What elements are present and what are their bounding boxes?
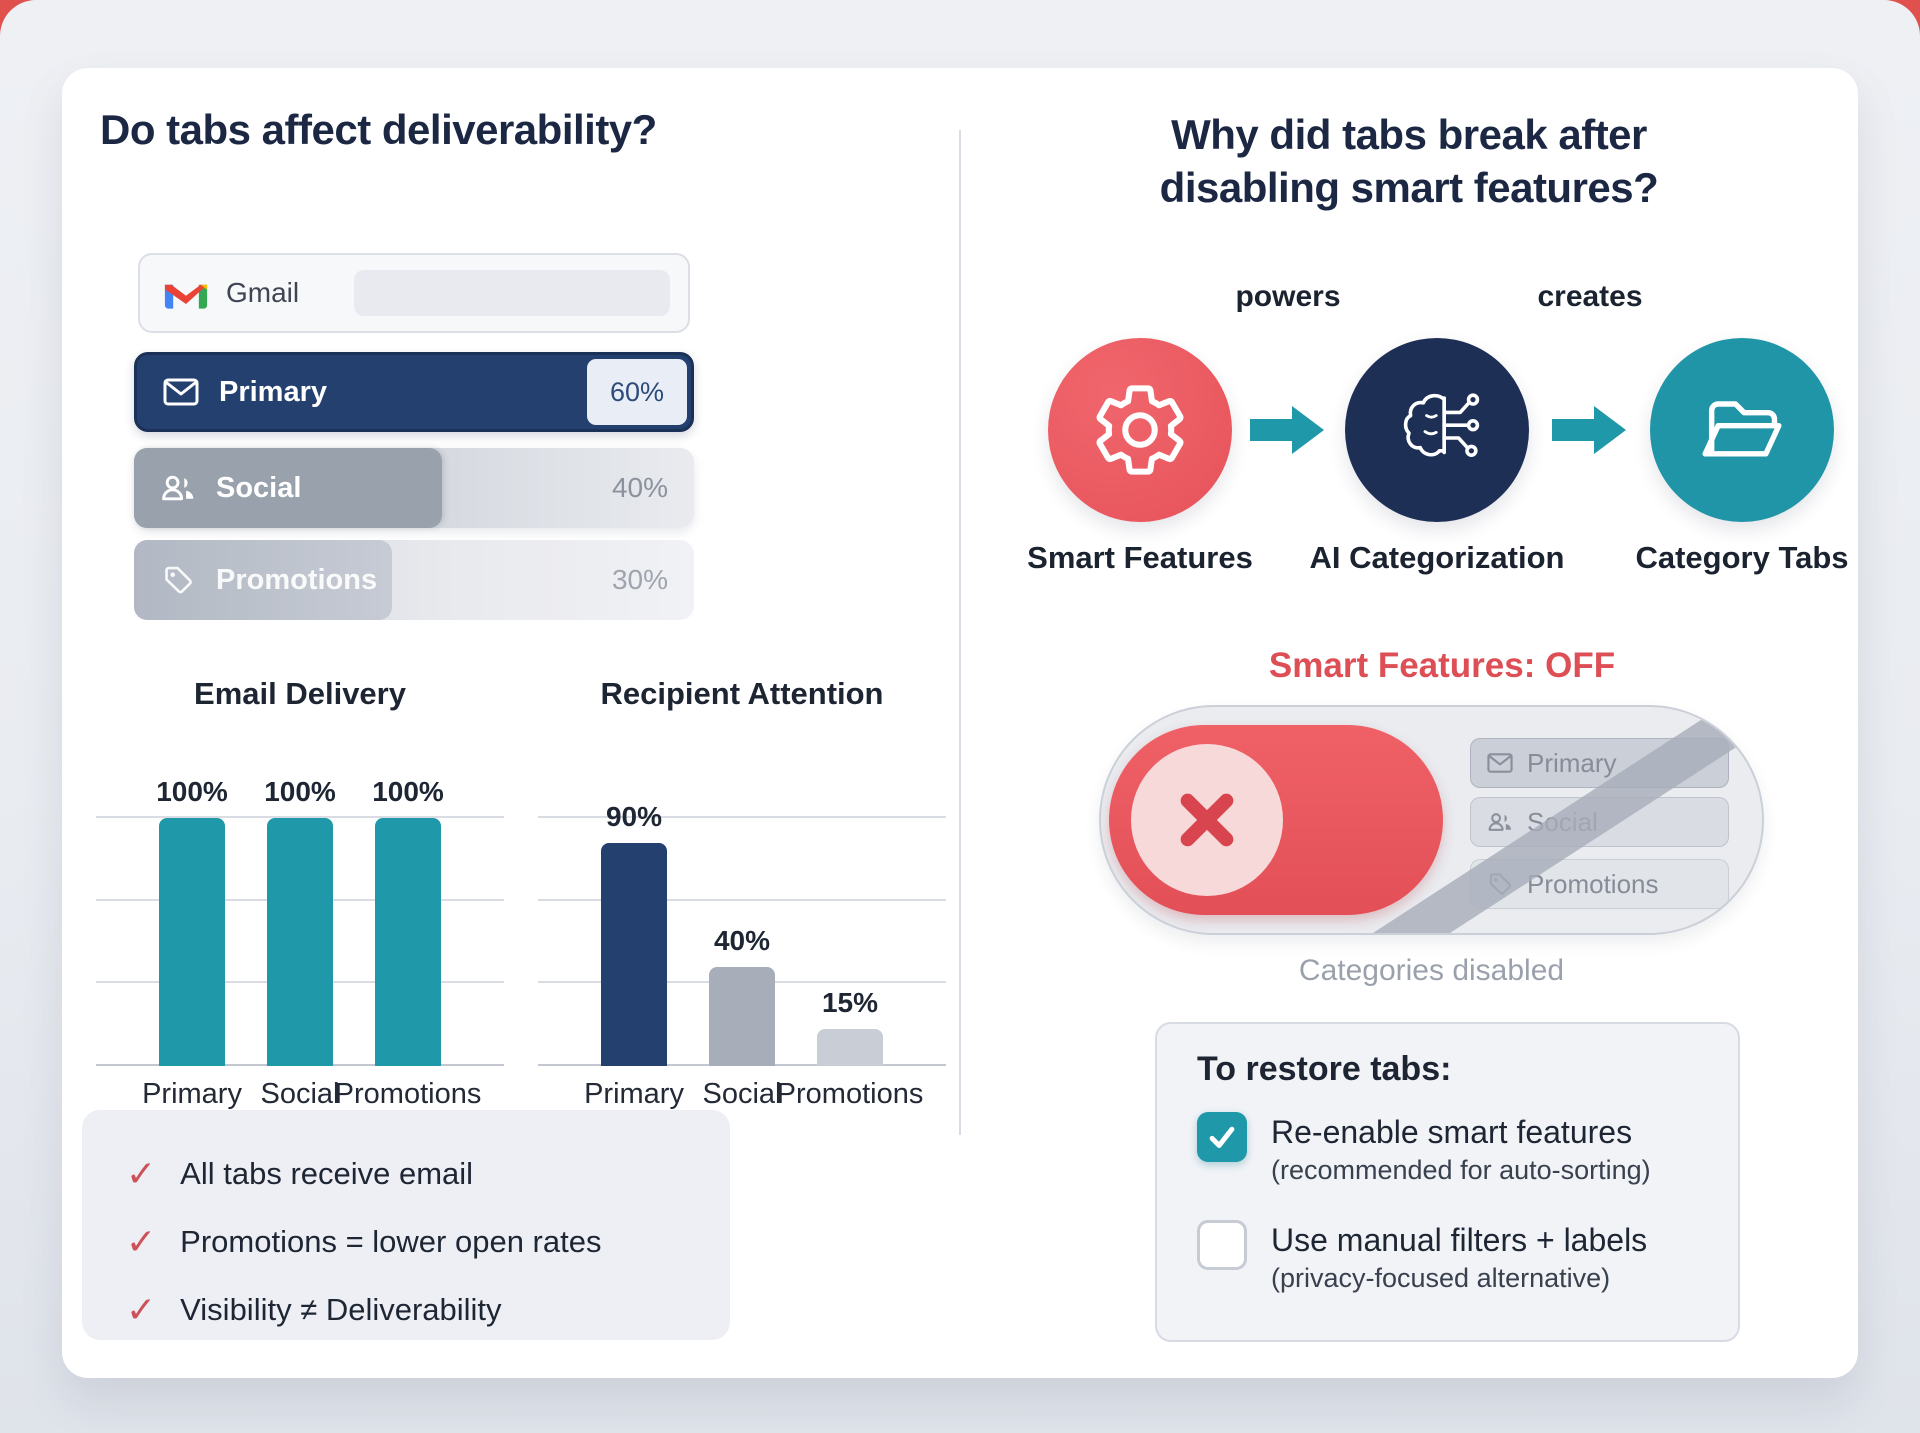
takeaway-text: Promotions = lower open rates: [180, 1224, 602, 1259]
tab-bar-social-value: 40%: [611, 472, 668, 503]
bar-value-label: 40%: [713, 924, 771, 956]
people-icon: [162, 475, 194, 501]
bar-value-label: 100%: [372, 776, 444, 807]
category-label: Primary: [584, 1078, 684, 1110]
chart-recipient-attention: Recipient Attention 90% 40% 15% Primary Soc…: [532, 676, 952, 1111]
smart-features-toggle[interactable]: Primary Social Promotions: [1099, 705, 1764, 935]
bar-value-label: 100%: [156, 776, 228, 807]
arrow-right-icon: [1552, 406, 1626, 454]
chart-plot: 90% 40% 15%: [532, 801, 952, 1066]
infographic-card: Do tabs affect deliverability? Gmail Pri…: [62, 68, 1858, 1378]
disabled-tab-promotions-label: Promotions: [1527, 868, 1659, 899]
bar-value-label: 15%: [821, 986, 879, 1018]
category-tabs-node: [1650, 338, 1834, 522]
bar-social: 100%: [264, 776, 336, 1066]
chart-categories: Primary Social Promotions: [532, 1078, 952, 1111]
bar-promotions: 100%: [372, 776, 444, 1066]
restore-option-label: Use manual filters + labels: [1271, 1222, 1648, 1258]
chart-email-delivery: Email Delivery 100% 100% 100% Primary Socia…: [90, 676, 510, 1111]
tab-bar-primary-value: 60%: [587, 359, 687, 425]
gridline: [538, 816, 946, 818]
right-title: Why did tabs break after disabling smart…: [962, 108, 1856, 214]
toggle-x-badge: [1131, 744, 1283, 896]
bar-promotions: 15%: [817, 987, 883, 1066]
disabled-tab-primary-label: Primary: [1527, 747, 1617, 778]
smart-features-node: [1048, 338, 1232, 522]
checkbox-re-enable-smart-features[interactable]: [1197, 1112, 1247, 1162]
ai-categorization-label: AI Categorization: [1309, 540, 1565, 575]
envelope-icon: [163, 378, 199, 406]
gmail-header: Gmail: [138, 253, 690, 333]
chart-title: Email Delivery: [194, 676, 406, 711]
restore-option-row: Re-enable smart features (recommended fo…: [1197, 1112, 1651, 1188]
bar-social: 40%: [709, 925, 775, 1066]
chart-categories: Primary Social Promotions: [90, 1078, 510, 1111]
bar-value-label: 100%: [264, 776, 336, 807]
chart-title: Recipient Attention: [600, 676, 884, 711]
open-folder-icon: [1702, 401, 1782, 457]
brain-circuit-icon: [1403, 393, 1480, 457]
checkmark-icon: ✓: [126, 1289, 157, 1330]
category-label: Social: [260, 1078, 340, 1110]
smart-features-off-heading: Smart Features: OFF: [1268, 646, 1616, 685]
takeaways-panel: ✓ All tabs receive email ✓ Promotions = …: [82, 1110, 730, 1340]
takeaway-text: Visibility ≠ Deliverability: [180, 1292, 502, 1327]
gmail-label: Gmail: [226, 277, 300, 308]
ai-categorization-node: [1345, 338, 1529, 522]
right-title-line2: disabling smart features?: [1159, 164, 1659, 211]
restore-option-label: Re-enable smart features: [1271, 1114, 1633, 1150]
tab-bar-promotions-fill: Promotions: [134, 540, 392, 620]
tab-bar-social-label: Social: [216, 471, 302, 504]
toggle-off-knob[interactable]: [1109, 725, 1443, 915]
category-label: Primary: [142, 1078, 242, 1110]
takeaway-text: All tabs receive email: [180, 1156, 474, 1191]
check-icon: [1209, 1126, 1235, 1148]
tab-bar-primary: Primary 60%: [134, 352, 694, 432]
restore-title: To restore tabs:: [1197, 1050, 1452, 1088]
gmail-logo-icon: [164, 284, 208, 309]
tab-bar-promotions-value: 30%: [611, 564, 668, 595]
gridline: [96, 816, 504, 818]
chart-plot: 100% 100% 100%: [90, 776, 510, 1066]
smart-features-label: Smart Features: [1027, 540, 1253, 575]
checkmark-icon: ✓: [126, 1221, 157, 1262]
connector-label-powers: powers: [1235, 280, 1341, 313]
takeaway-item: ✓ All tabs receive email: [126, 1140, 730, 1208]
bar-primary: 90%: [601, 801, 667, 1066]
restore-option-note: (recommended for auto-sorting): [1271, 1155, 1651, 1185]
column-divider: [959, 130, 961, 1135]
takeaway-item: ✓ Promotions = lower open rates: [126, 1208, 730, 1276]
restore-panel: To restore tabs: Re-enable smart feature…: [1155, 1022, 1740, 1342]
category-label: Social: [702, 1078, 782, 1110]
arrow-right-icon: [1250, 406, 1324, 454]
tag-icon: [165, 566, 192, 594]
tab-bar-promotions: Promotions 30%: [134, 540, 694, 620]
restore-option-note: (privacy-focused alternative): [1271, 1263, 1611, 1293]
category-label: Promotions: [776, 1078, 924, 1110]
connector-label-creates: creates: [1537, 280, 1643, 313]
category-tabs-label: Category Tabs: [1635, 540, 1849, 575]
x-icon: [1180, 793, 1234, 847]
tab-bar-social: Social 40%: [134, 448, 694, 528]
tab-bar-promotions-label: Promotions: [216, 563, 378, 596]
restore-option-row: Use manual filters + labels (privacy-foc…: [1197, 1220, 1647, 1296]
left-title: Do tabs affect deliverability?: [100, 106, 657, 153]
gmail-search-placeholder: [354, 270, 670, 316]
bar-primary: 100%: [156, 776, 228, 1066]
checkbox-use-manual-filters[interactable]: [1197, 1220, 1247, 1270]
gear-icon: [1096, 385, 1184, 475]
takeaway-item: ✓ Visibility ≠ Deliverability: [126, 1276, 730, 1344]
right-title-line1: Why did tabs break after: [1171, 111, 1647, 158]
categories-disabled-caption: Categories disabled: [1298, 954, 1565, 987]
tab-bar-social-fill: Social: [134, 448, 442, 528]
tab-bar-primary-label: Primary: [219, 375, 328, 408]
envelope-icon: [1487, 753, 1513, 773]
checkmark-icon: ✓: [126, 1153, 157, 1194]
category-label: Promotions: [334, 1078, 482, 1110]
people-icon: [1488, 813, 1512, 831]
bar-value-label: 90%: [605, 800, 663, 832]
gridline: [538, 898, 946, 901]
